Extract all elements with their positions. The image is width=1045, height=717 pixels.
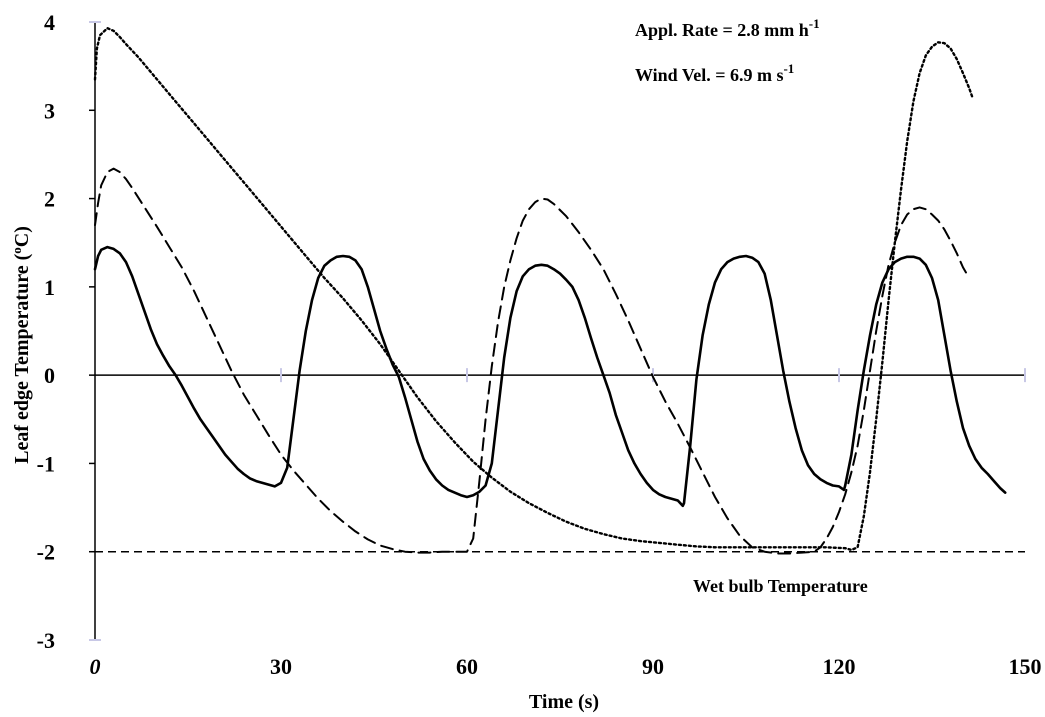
x-axis-title: Time (s)	[529, 691, 599, 713]
y-tick-label: 1	[44, 275, 55, 300]
y-tick-label: -2	[37, 540, 55, 565]
x-tick-label: 30	[270, 654, 292, 679]
y-tick-label: 4	[44, 10, 55, 35]
x-tick-label: 60	[456, 654, 478, 679]
y-axis-title: Leaf edge Temperature (oC)	[9, 226, 33, 464]
y-tick-label: -3	[37, 628, 55, 653]
series-line-dotted	[93, 27, 974, 552]
y-tick-label: 0	[44, 363, 55, 388]
series-group	[93, 27, 1007, 555]
y-tick-label: 3	[44, 98, 55, 123]
x-tick-label: 90	[642, 654, 664, 679]
wet-bulb-label: Wet bulb Temperature	[693, 576, 868, 596]
x-tick-label: 120	[823, 654, 856, 679]
y-tick-label: -1	[37, 451, 55, 476]
axes	[89, 21, 1026, 641]
series-line-dashed	[94, 167, 971, 555]
tick-labels: 4 3 2 1 0 -1 -2 -3 0 30 60 90 120 150	[37, 10, 1042, 679]
appl-rate-annotation: Appl. Rate = 2.8 mm h-1	[635, 16, 820, 40]
wind-vel-annotation: Wind Vel. = 6.9 m s-1	[635, 61, 794, 85]
x-tick-label: 150	[1009, 654, 1042, 679]
reference-lines	[95, 374, 1025, 553]
x-tick-label: 0	[90, 654, 101, 679]
y-tick-label: 2	[44, 187, 55, 212]
series-line-solid	[93, 245, 1007, 508]
